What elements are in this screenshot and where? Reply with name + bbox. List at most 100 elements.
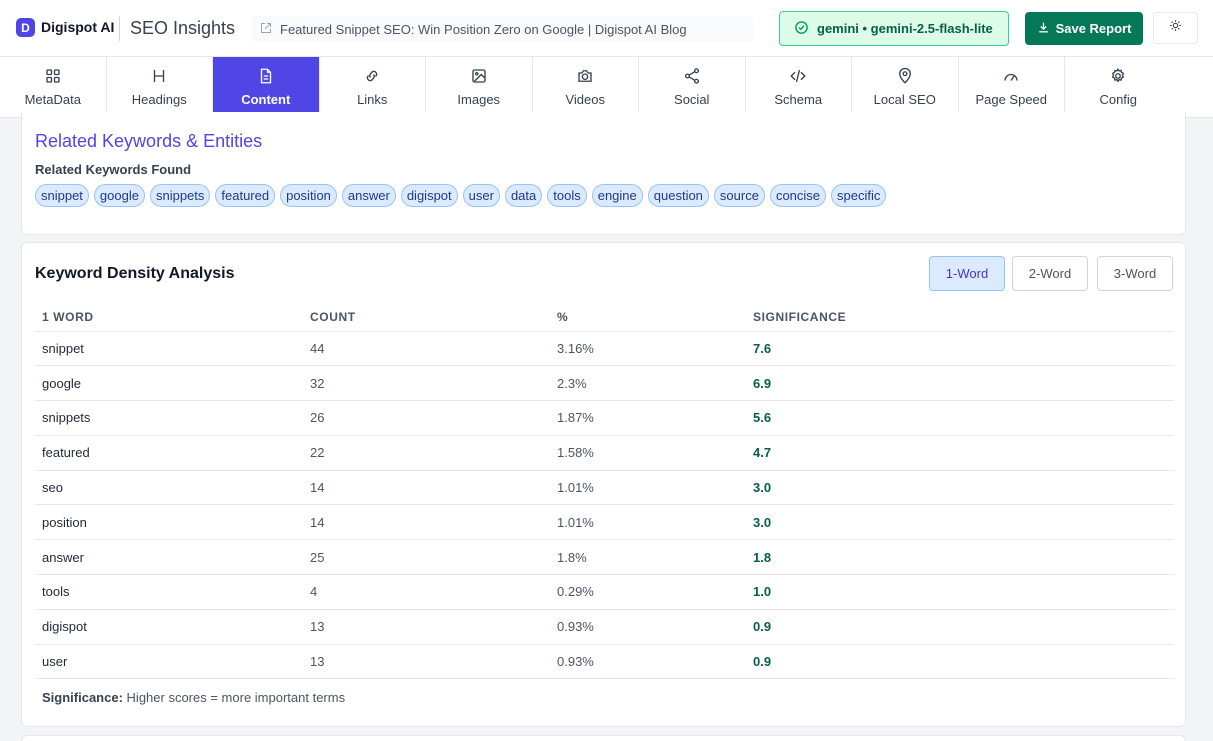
keyword-chip[interactable]: data	[504, 184, 543, 207]
footnote-label: Significance:	[42, 690, 123, 705]
cell-significance: 4.7	[746, 435, 1174, 471]
keyword-chip[interactable]: specific	[831, 184, 887, 207]
tab-links[interactable]: Links	[320, 57, 426, 117]
keyword-chip[interactable]: source	[713, 184, 765, 207]
tab-page-speed[interactable]: Page Speed	[959, 57, 1065, 117]
page-url-box[interactable]: Featured Snippet SEO: Win Position Zero …	[252, 16, 753, 42]
gear-icon	[1109, 67, 1127, 88]
cell-percent: 0.93%	[550, 644, 746, 680]
cell-word: google	[35, 365, 303, 402]
cell-word: answer	[35, 539, 303, 576]
theme-toggle-button[interactable]	[1153, 12, 1198, 44]
keyword-chip[interactable]: tools	[547, 184, 587, 207]
table-row: answer 25 1.8% 1.8	[35, 539, 1174, 576]
cell-word: seo	[35, 470, 303, 506]
cell-significance: 1.8	[746, 539, 1174, 576]
tab-label: Schema	[774, 92, 823, 107]
cell-count: 13	[303, 644, 550, 680]
grid-icon	[44, 67, 62, 88]
tab-images[interactable]: Images	[426, 57, 533, 117]
download-icon	[1037, 21, 1050, 37]
cell-count: 14	[303, 504, 550, 541]
footnote-text: Higher scores = more important terms	[126, 690, 346, 705]
tab-label: Page Speed	[975, 92, 1048, 107]
cell-percent: 1.8%	[550, 539, 746, 576]
cell-count: 44	[303, 331, 550, 367]
cell-count: 14	[303, 470, 550, 506]
significance-footnote: Significance: Higher scores = more impor…	[42, 690, 345, 705]
keyword-chip[interactable]: concise	[769, 184, 827, 207]
cell-percent: 1.87%	[550, 400, 746, 436]
tab-label: Content	[241, 92, 291, 107]
external-link-icon	[260, 22, 272, 37]
cell-significance: 6.9	[746, 365, 1174, 402]
keyword-density-table: 1 WORD COUNT % SIGNIFICANCE snippet 44 3.1…	[35, 303, 1174, 680]
cell-word: digispot	[35, 609, 303, 645]
keyword-chip[interactable]: position	[280, 184, 337, 207]
cell-count: 22	[303, 435, 550, 471]
tab-label: Local SEO	[873, 92, 936, 107]
table-row: position 14 1.01% 3.0	[35, 504, 1174, 541]
keyword-chip[interactable]: question	[647, 184, 709, 207]
tab-content[interactable]: Content	[213, 57, 320, 117]
tab-schema[interactable]: Schema	[746, 57, 852, 117]
cell-percent: 0.29%	[550, 574, 746, 610]
mode-2-word-button[interactable]: 2-Word	[1012, 256, 1088, 291]
map-pin-icon	[896, 67, 914, 88]
table-row: digispot 13 0.93% 0.9	[35, 609, 1174, 645]
tab-social[interactable]: Social	[639, 57, 746, 117]
keyword-chip[interactable]: featured	[215, 184, 276, 207]
table-row: seo 14 1.01% 3.0	[35, 470, 1174, 506]
save-report-button[interactable]: Save Report	[1025, 12, 1143, 45]
link-icon	[363, 67, 381, 88]
table-header-row: 1 WORD COUNT % SIGNIFICANCE	[35, 303, 1174, 332]
keyword-chip[interactable]: engine	[591, 184, 643, 207]
keyword-density-card: Keyword Density Analysis 1-Word 2-Word 3…	[21, 242, 1186, 727]
tab-label: Social	[674, 92, 710, 107]
related-keywords-card: Related Keywords & Entities Related Keyw…	[21, 112, 1186, 235]
cell-significance: 3.0	[746, 470, 1174, 506]
related-keywords-subtitle: Related Keywords Found	[35, 162, 192, 177]
mode-3-word-button[interactable]: 3-Word	[1097, 256, 1173, 291]
cell-count: 25	[303, 539, 550, 576]
column-header-word: 1 WORD	[35, 303, 303, 332]
cell-percent: 1.58%	[550, 435, 746, 471]
keyword-chip[interactable]: digispot	[400, 184, 458, 207]
cell-percent: 1.01%	[550, 470, 746, 506]
model-badge[interactable]: gemini • gemini-2.5-flash-lite	[779, 11, 1009, 46]
tab-local-seo[interactable]: Local SEO	[852, 57, 959, 117]
tab-metadata[interactable]: MetaData	[0, 57, 107, 117]
keyword-chip[interactable]: user	[462, 184, 500, 207]
cell-significance: 5.6	[746, 400, 1174, 436]
sun-icon	[1169, 19, 1182, 37]
tab-headings[interactable]: Headings	[107, 57, 213, 117]
cell-significance: 0.9	[746, 609, 1174, 645]
top-bar: D Digispot AI SEO Insights Featured Snip…	[0, 0, 1213, 57]
tab-config[interactable]: Config	[1065, 57, 1172, 117]
camera-icon	[576, 67, 594, 88]
cell-significance: 1.0	[746, 574, 1174, 610]
keyword-chip[interactable]: answer	[341, 184, 396, 207]
next-section-card	[21, 735, 1186, 741]
heading-icon	[150, 67, 168, 88]
table-row: snippets 26 1.87% 5.6	[35, 400, 1174, 436]
cell-count: 4	[303, 574, 550, 610]
cell-percent: 3.16%	[550, 331, 746, 367]
cell-percent: 2.3%	[550, 365, 746, 402]
cell-significance: 0.9	[746, 644, 1174, 680]
tab-label: Headings	[131, 92, 187, 107]
tab-videos[interactable]: Videos	[533, 57, 639, 117]
keyword-chip[interactable]: google	[93, 184, 145, 207]
cell-significance: 7.6	[746, 331, 1174, 367]
cell-significance: 3.0	[746, 504, 1174, 541]
table-row: google 32 2.3% 6.9	[35, 365, 1174, 402]
related-keywords-title: Related Keywords & Entities	[35, 131, 263, 151]
mode-1-word-button[interactable]: 1-Word	[929, 256, 1005, 291]
keyword-chip[interactable]: snippets	[149, 184, 211, 207]
keyword-chip[interactable]: snippet	[35, 184, 89, 207]
cell-word: user	[35, 644, 303, 680]
tab-label: Images	[457, 92, 501, 107]
column-header-percent: %	[550, 303, 746, 332]
tab-label: Videos	[565, 92, 605, 107]
cell-word: snippets	[35, 400, 303, 436]
